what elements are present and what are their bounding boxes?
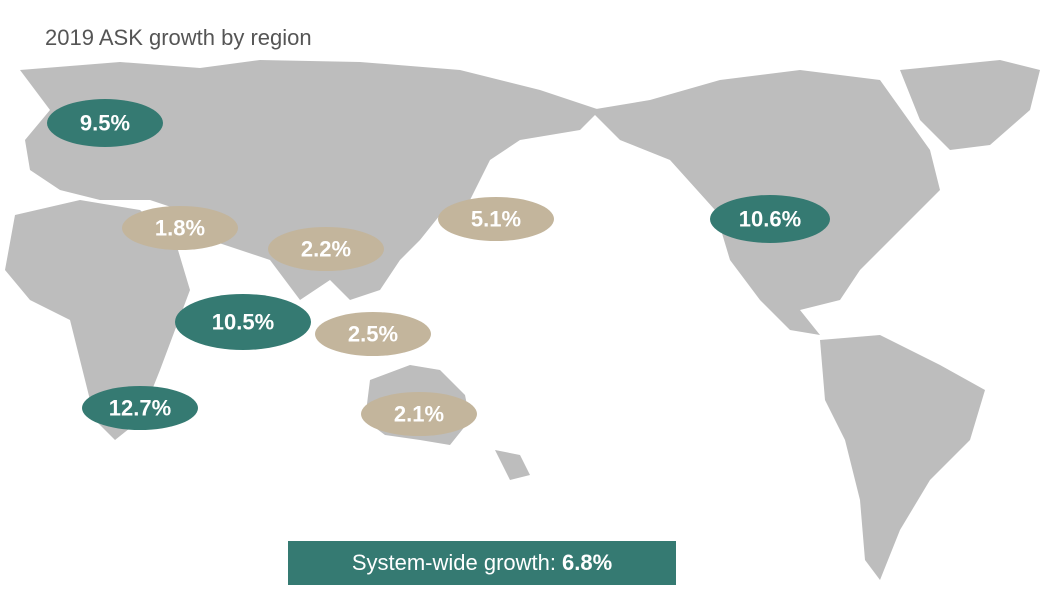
south-america [820,335,985,580]
region-marker: 12.7% [82,386,198,430]
region-marker: 10.6% [710,195,830,243]
africa [5,200,190,440]
region-marker: 9.5% [47,99,163,147]
new-zealand [495,450,530,480]
region-label: 9.5% [80,111,130,136]
region-marker: 2.2% [268,227,384,271]
region-bubble [315,312,431,356]
region-bubble [438,197,554,241]
summary-box: System-wide growth: 6.8% [288,541,676,585]
summary-value: 6.8% [562,550,613,575]
region-bubble [175,294,311,350]
greenland [900,60,1040,150]
region-marker: 2.1% [361,392,477,436]
region-label: 12.7% [109,396,171,421]
region-bubble [710,195,830,243]
region-label: 10.5% [212,310,274,335]
region-label: 2.2% [301,237,351,262]
region-label: 10.6% [739,207,801,232]
region-marker: 2.5% [315,312,431,356]
region-marker: 10.5% [175,294,311,350]
region-marker: 1.8% [122,206,238,250]
region-bubble [82,386,198,430]
region-marker: 5.1% [438,197,554,241]
region-bubble [361,392,477,436]
region-bubble [268,227,384,271]
region-bubble [122,206,238,250]
summary-label: System-wide growth: [351,550,557,575]
map-title: 2019 ASK growth by region [45,25,312,50]
region-label: 1.8% [155,216,205,241]
land [5,60,1040,580]
region-markers: 9.5% 1.8% 2.2% 5.1% 10.6% 10.5% 2.5% 12.… [47,99,830,436]
region-label: 5.1% [471,207,521,232]
region-label: 2.5% [348,322,398,347]
region-label: 2.1% [394,402,444,427]
eurasia [20,60,600,300]
region-bubble [47,99,163,147]
